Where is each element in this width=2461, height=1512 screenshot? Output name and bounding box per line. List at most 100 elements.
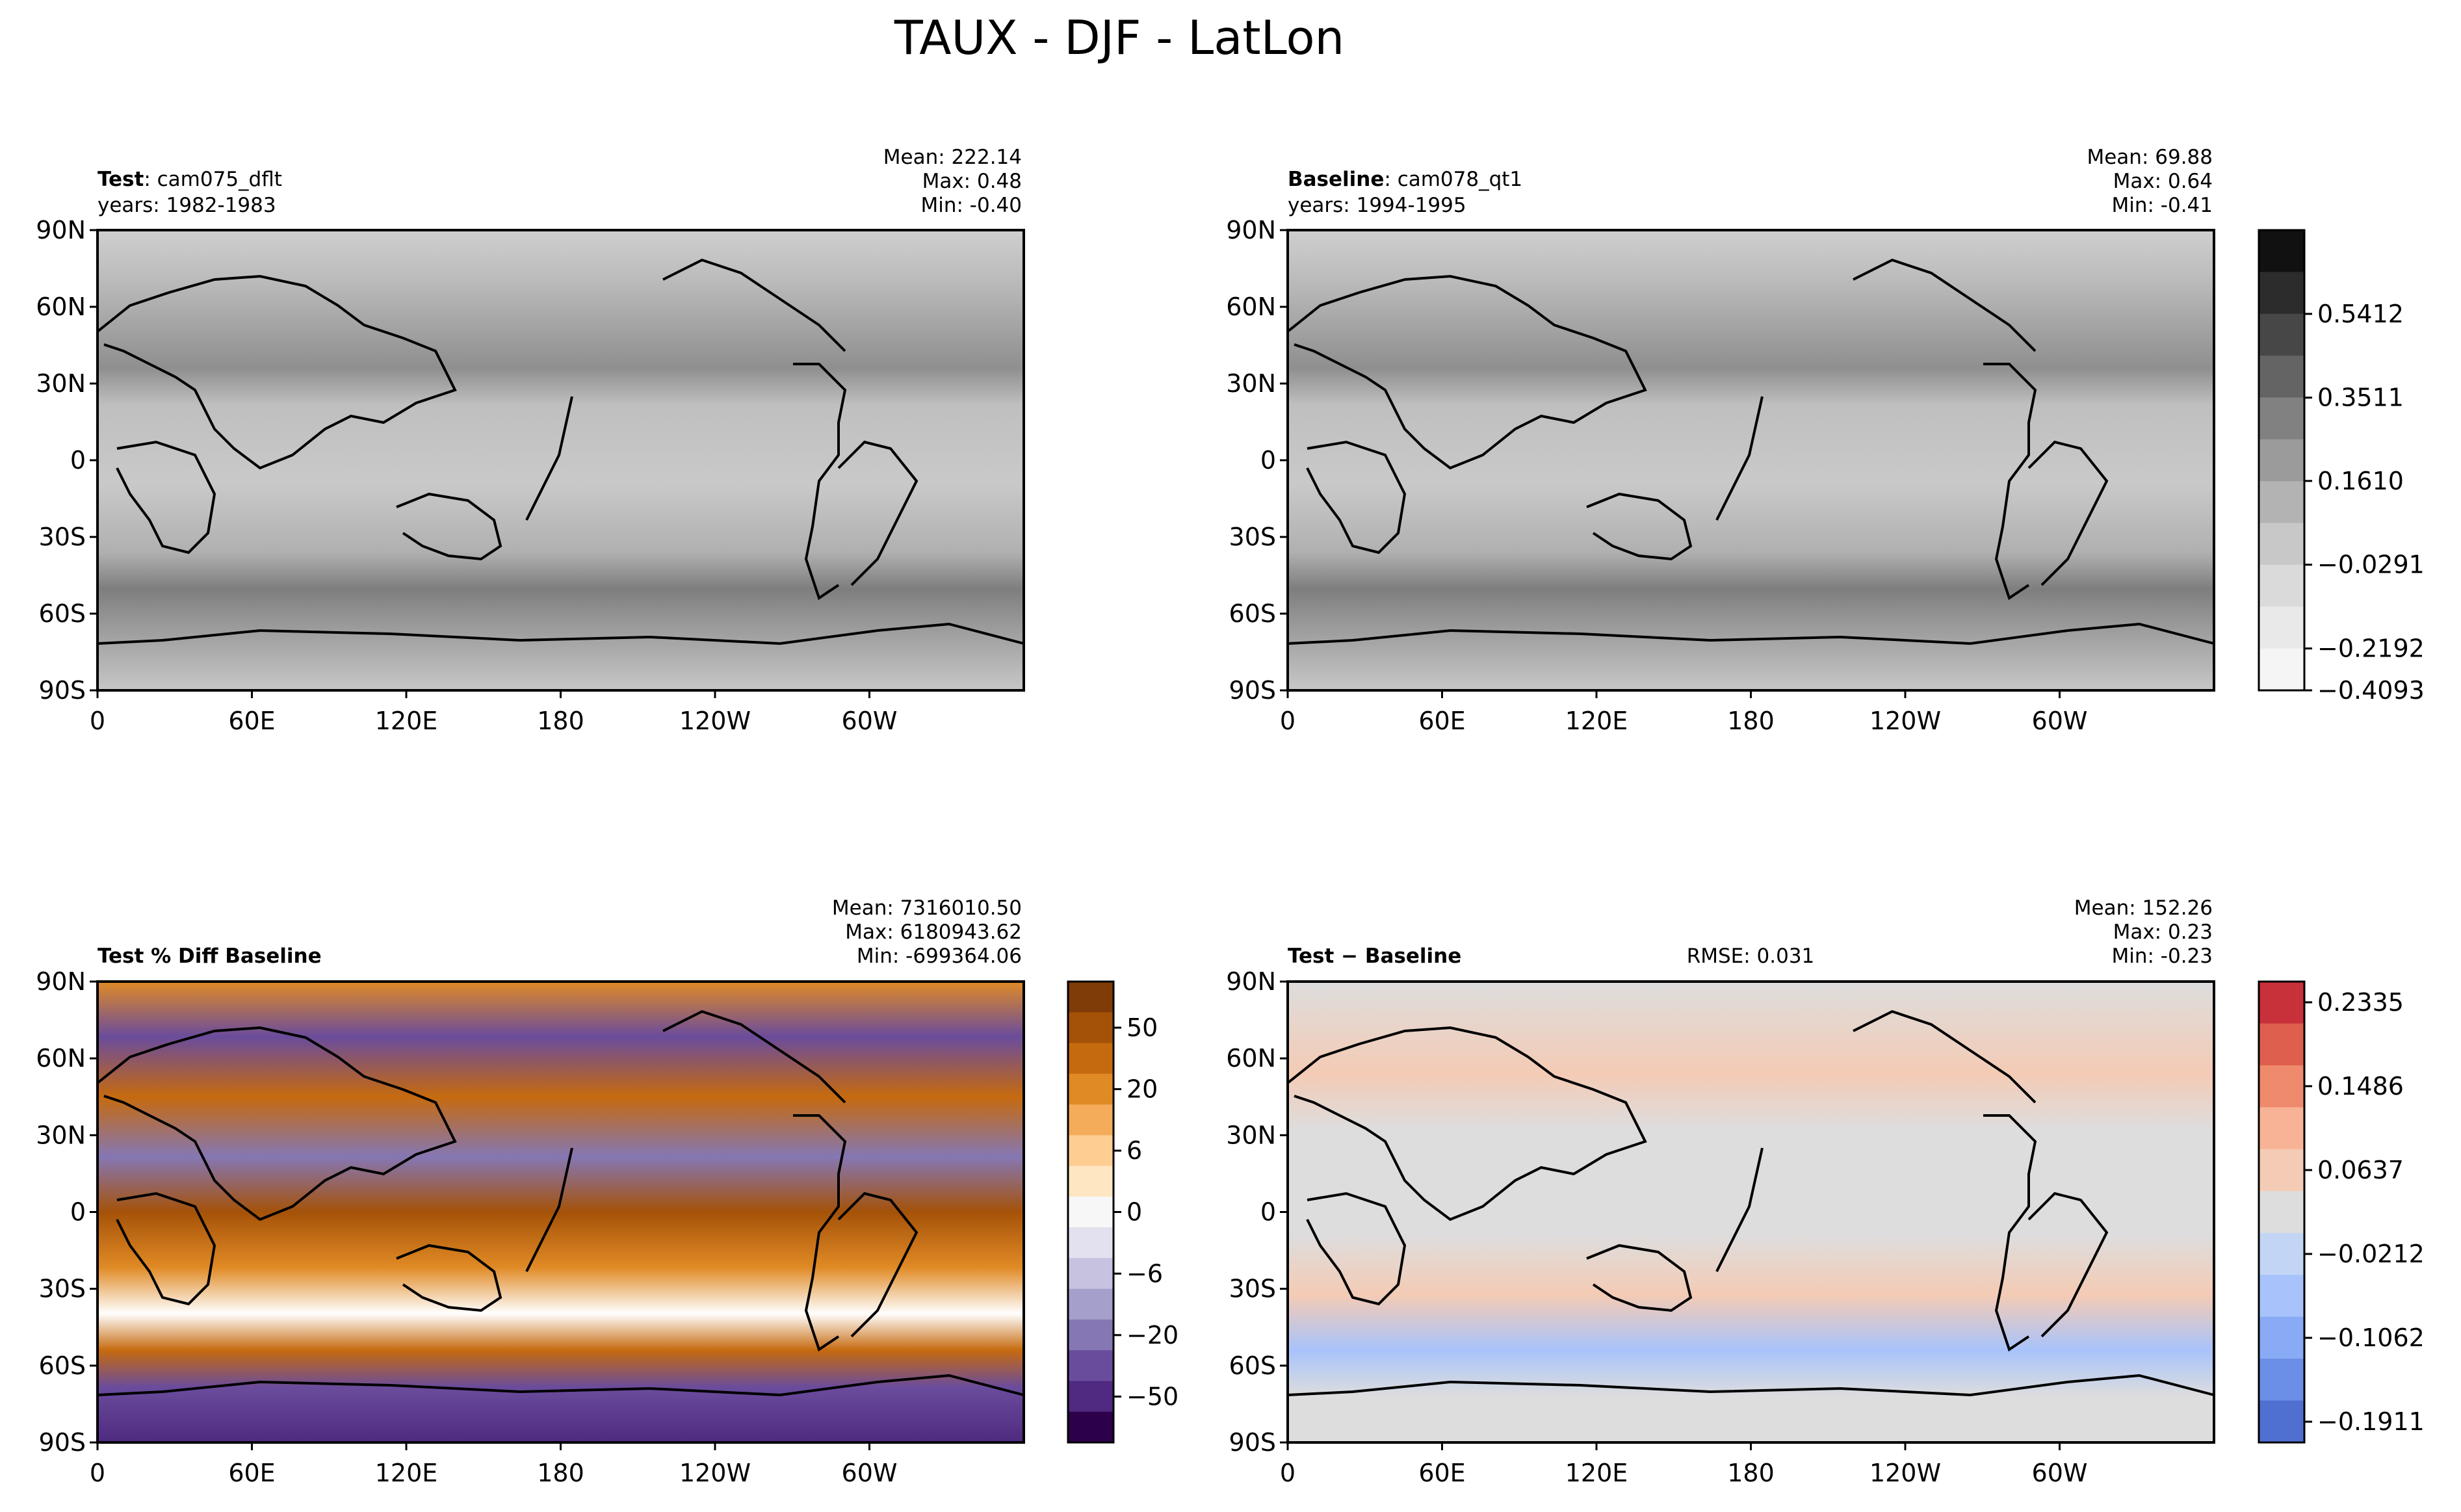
stat-max: Max: 0.48 <box>922 170 1022 193</box>
map-field <box>1288 230 2214 690</box>
colorbar-tick-label: −0.1062 <box>2317 1323 2425 1352</box>
colorbar-tick-label: 50 <box>1126 1013 1158 1042</box>
lat-tick-label: 30S <box>1229 523 1276 551</box>
colorbar-swatch <box>2259 1065 2304 1108</box>
lat-tick-label: 90N <box>1226 216 1276 244</box>
colorbar-tick-label: −20 <box>1126 1321 1178 1349</box>
lat-tick-label: 90N <box>1226 967 1276 996</box>
lon-tick-label: 60W <box>2032 707 2088 735</box>
panel-diff: Test − Baseline RMSE: 0.031 Mean: 152.26… <box>1226 896 2215 1487</box>
lon-tick-label: 120E <box>375 707 438 735</box>
colorbar-tick-label: 0.1610 <box>2317 467 2404 495</box>
lat-tick-label: 90S <box>39 1428 86 1457</box>
colorbar-frame <box>2258 980 2306 1444</box>
coastlines <box>1286 258 2215 645</box>
colorbar-tick-label: −0.0212 <box>2317 1240 2425 1268</box>
colorbar-pct-diff: 50 20 6 0 −6 −20 −50 <box>1067 980 1178 1444</box>
lon-tick-label: 0 <box>90 1459 105 1487</box>
lat-tick-label: 60S <box>39 599 86 628</box>
lon-tick-label: 0 <box>1280 707 1296 735</box>
lat-tick-label: 30N <box>36 369 86 398</box>
lon-tick-label: 120W <box>679 707 751 735</box>
lat-tick-label: 30N <box>36 1121 86 1149</box>
colorbar-tick-label: 0.3511 <box>2317 384 2404 412</box>
colorbar-swatch <box>2259 272 2304 315</box>
colorbar-swatch <box>2259 564 2304 607</box>
colorbar-swatch <box>1068 982 1113 1013</box>
lat-tick-label: 60N <box>36 1044 86 1073</box>
lat-tick-label: 30N <box>1226 1121 1276 1149</box>
lon-tick-label: 120E <box>375 1459 438 1487</box>
colorbar-swatch <box>1068 1196 1113 1228</box>
colorbar-swatch <box>2259 1275 2304 1318</box>
colorbar-tick-label: −0.4093 <box>2317 676 2425 705</box>
lat-tick-label: 0 <box>70 1198 86 1227</box>
colorbar-swatch <box>1068 1288 1113 1320</box>
colorbar-tick-label: 20 <box>1126 1075 1158 1104</box>
lat-tick-label: 90N <box>36 967 86 996</box>
lon-tick-label: 180 <box>1727 707 1775 735</box>
colorbar-tick-label: 6 <box>1126 1136 1142 1165</box>
colorbar-swatch <box>2259 606 2304 649</box>
colorbar-top: 0.5412 0.3511 0.1610 −0.0291 −0.2192 −0.4093 <box>2258 229 2425 705</box>
lon-tick-label: 60E <box>228 707 275 735</box>
lon-axis: 0 60E 120E 180 120W 60W <box>1280 1442 2087 1487</box>
stat-mean: Mean: 152.26 <box>2074 896 2213 920</box>
colorbar-swatch <box>2259 1191 2304 1234</box>
lat-tick-label: 0 <box>1260 446 1276 475</box>
colorbar-swatch <box>1068 1104 1113 1136</box>
coastlines <box>1286 1010 2215 1397</box>
stat-min: Min: -0.23 <box>2111 945 2213 968</box>
colorbar-swatch <box>2259 1400 2304 1443</box>
colorbar-tick-label: −0.0291 <box>2317 551 2425 579</box>
colorbar-tick-label: −6 <box>1126 1259 1163 1288</box>
lat-tick-label: 60S <box>1229 1351 1276 1380</box>
lat-axis: 90N 60N 30N 0 30S 60S 90S <box>36 967 98 1457</box>
lon-tick-label: 180 <box>1727 1459 1775 1487</box>
colorbar-frame <box>2258 229 2306 692</box>
map-field <box>98 982 1024 1442</box>
colorbar-swatch <box>1068 1411 1113 1443</box>
colorbar-tick-label: −50 <box>1126 1382 1178 1411</box>
map-field <box>98 230 1024 690</box>
colorbar-swatch <box>1068 1166 1113 1197</box>
colorbar-swatch <box>2259 230 2304 272</box>
stat-max: Max: 0.23 <box>2113 920 2213 944</box>
panel-years: years: 1994-1995 <box>1288 194 1466 217</box>
stat-mean: Mean: 69.88 <box>2087 146 2213 169</box>
lon-tick-label: 60E <box>1418 707 1465 735</box>
colorbar-swatch <box>1068 1258 1113 1290</box>
colorbar-swatch <box>1068 1319 1113 1351</box>
stat-min: Min: -0.41 <box>2111 194 2213 217</box>
lon-tick-label: 120E <box>1565 1459 1628 1487</box>
colorbar-tick-label: −0.2192 <box>2317 634 2425 663</box>
colorbar-tick-label: 0 <box>1126 1198 1142 1227</box>
lon-tick-label: 120W <box>1869 1459 1941 1487</box>
lat-tick-label: 60N <box>1226 293 1276 321</box>
lat-tick-label: 90S <box>1229 1428 1276 1457</box>
colorbar-swatch <box>2259 439 2304 482</box>
colorbar-swatch <box>2259 1149 2304 1192</box>
colorbar-swatch <box>2259 1359 2304 1401</box>
lon-axis: 0 60E 120E 180 120W 60W <box>1280 690 2088 735</box>
panel-label: Test % Diff Baseline <box>98 945 322 968</box>
colorbar-tick-label: 0.0637 <box>2317 1156 2404 1184</box>
panel-label: Test: cam075_dflt <box>98 168 282 191</box>
lon-tick-label: 60E <box>1418 1459 1465 1487</box>
colorbar-tick-label: 0.5412 <box>2317 300 2404 328</box>
lat-tick-label: 30S <box>1229 1275 1276 1303</box>
colorbar-swatch <box>1068 1381 1113 1413</box>
colorbar-swatch <box>2259 1316 2304 1359</box>
lon-tick-label: 0 <box>90 707 105 735</box>
stat-min: Min: -0.40 <box>920 194 1022 217</box>
lat-tick-label: 60N <box>36 293 86 321</box>
lon-tick-label: 60E <box>228 1459 275 1487</box>
colorbar-swatch <box>2259 397 2304 440</box>
colorbar-swatch <box>2259 1023 2304 1066</box>
panel-years: years: 1982-1983 <box>98 194 276 217</box>
lat-axis: 90N 60N 30N 0 30S 60S 90S <box>1226 216 1288 705</box>
colorbar-swatch <box>1068 1350 1113 1381</box>
coastlines <box>96 1010 1024 1397</box>
lon-tick-label: 120W <box>1869 707 1941 735</box>
